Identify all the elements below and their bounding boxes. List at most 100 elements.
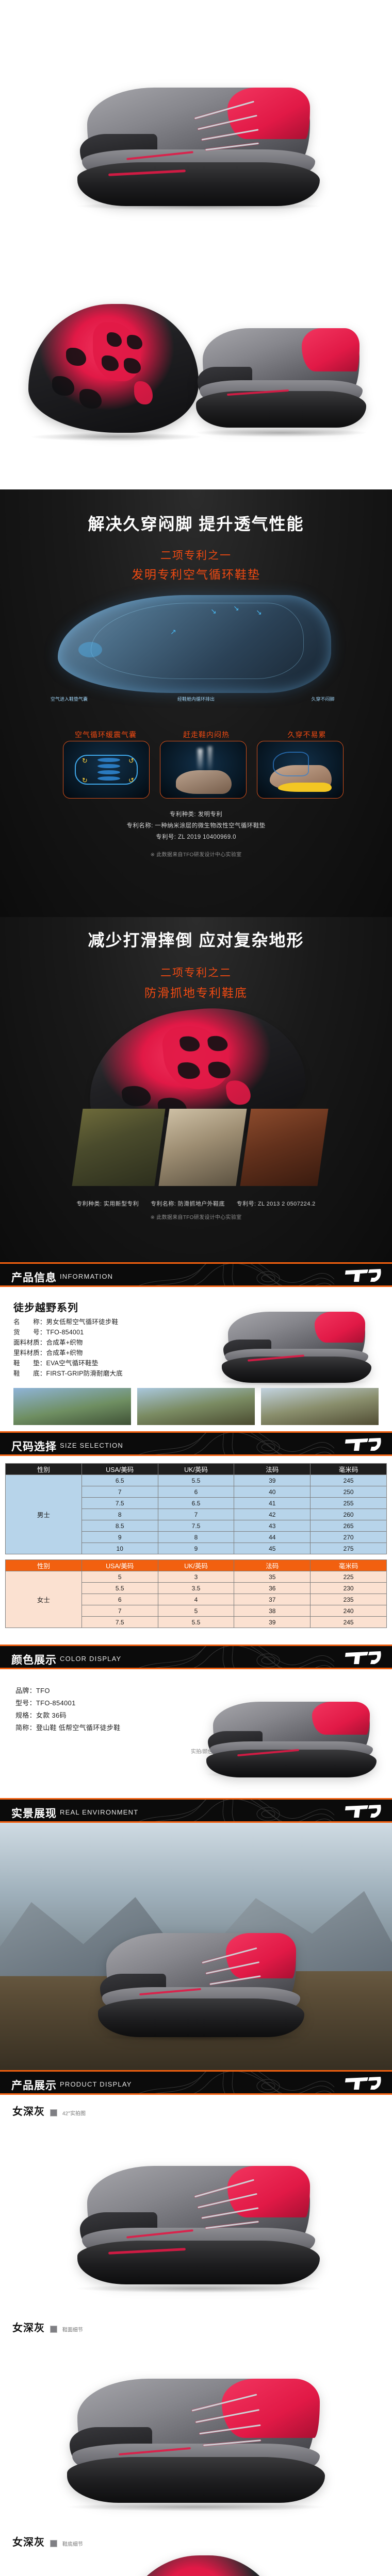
- product-display-item-1: 女深灰 42°实拍图: [0, 2095, 392, 2311]
- contour-decoration-icon: [139, 1646, 335, 1668]
- swatch-name: 女深灰: [12, 2537, 45, 2548]
- cell-fr: 45: [234, 1543, 311, 1554]
- info-label: 里料材质：: [13, 1349, 46, 1357]
- cell-uk: 4: [157, 1594, 235, 1605]
- banner-real-environment: 实景展现 REAL ENVIRONMENT: [0, 1798, 392, 1823]
- swatch-name: 女深灰: [12, 2106, 45, 2117]
- cell-mm: 260: [310, 1509, 387, 1520]
- product-display-item-3: 女深灰 鞋底细节: [0, 2528, 392, 2576]
- feature-thumb-comfort: [257, 741, 344, 799]
- gender-cell: 男士: [5, 1475, 82, 1554]
- size-table-men: 性别 USA/美码 UK/英码 法码 毫米码 男士 6.5 5.5 39 245…: [5, 1463, 387, 1554]
- table-row: 7.5 5.5 39 245: [6, 1616, 387, 1628]
- environment-scene: [0, 1823, 392, 2070]
- table-row: 7.5 6.5 41 255: [6, 1497, 387, 1509]
- info-value: TFO-854001: [46, 1329, 84, 1336]
- cell-mm: 240: [310, 1605, 387, 1617]
- terrain-mud: [240, 1109, 329, 1186]
- banner-information-title-en: INFORMATION: [60, 1273, 113, 1280]
- feature-label-2: 赶走鞋内闷热: [183, 731, 230, 739]
- info-row: 鞋 底：FIRST-GRIP防滑耐磨大底: [13, 1368, 189, 1379]
- color-row: 品牌：TFO: [15, 1685, 222, 1697]
- size-table-women: 性别 USA/美码 UK/英码 法码 毫米码 女士 5 3 35 225 5.5: [5, 1560, 387, 1628]
- feature2-source-note: ※ 此数据来自TFO研发设计中心实验室: [150, 1215, 242, 1221]
- color-value: TFO: [36, 1687, 50, 1694]
- shoe-outsole-image: [28, 304, 199, 433]
- banner-environment-title-cn: 实景展现: [11, 1808, 57, 1820]
- hero-photo-2: [0, 242, 392, 489]
- cell-usa: 7: [81, 1605, 158, 1617]
- cell-mm: 230: [310, 1582, 387, 1594]
- terrain-rock: [72, 1109, 166, 1186]
- info-label: 面料材质：: [13, 1339, 46, 1346]
- contour-decoration-icon: [139, 1433, 335, 1454]
- information-rows: 名 称：男女低帮空气循环徒步鞋 货 号：TFO-854001 面料材质：合成革+…: [13, 1317, 189, 1379]
- tfo-logo-icon: [345, 2077, 381, 2090]
- cell-uk: 6.5: [157, 1497, 235, 1509]
- color-chip: [50, 2539, 58, 2547]
- feature1-source-note: ※ 此数据来自TFO研发设计中心实验室: [150, 852, 242, 858]
- cell-mm: 245: [310, 1616, 387, 1628]
- banner-product-title-cn: 产品展示: [11, 2080, 57, 2092]
- contour-decoration-icon: [139, 1800, 335, 1821]
- feature1-headline: 解决久穿闷脚 提升透气性能: [88, 515, 304, 533]
- feature1-patent-name: 发明专利空气循环鞋垫: [132, 568, 260, 581]
- col-fr: 法码: [234, 1560, 311, 1571]
- feature2-patent-type: 专利种类: 实用新型专利: [76, 1201, 139, 1207]
- cell-fr: 40: [234, 1486, 311, 1498]
- scene-photo-1: [13, 1388, 131, 1425]
- table-row: 8 7 42 260: [6, 1509, 387, 1520]
- table-row: 女士 5 3 35 225: [5, 1571, 387, 1628]
- feature1-patent-no: 专利号: ZL 2019 10400969.0: [156, 834, 236, 840]
- cell-usa: 5: [81, 1571, 158, 1583]
- info-value: 男女低帮空气循环徒步鞋: [46, 1318, 119, 1326]
- color-chip: [50, 2109, 58, 2116]
- contour-decoration-icon: [139, 2072, 335, 2093]
- col-mm: 毫米码: [310, 1560, 387, 1571]
- cell-mm: 235: [310, 1594, 387, 1605]
- cell-usa: 6: [81, 1594, 158, 1605]
- col-uk: UK/英码: [157, 1560, 235, 1571]
- banner-size-selection: 尺码选择 SIZE SELECTION: [0, 1431, 392, 1456]
- table-row: 8.5 7.5 43 265: [6, 1520, 387, 1532]
- cell-uk: 7: [157, 1509, 235, 1520]
- product-shoe-image-2: [67, 2368, 325, 2503]
- product-outsole-image: [119, 2555, 284, 2576]
- gender-cell: 女士: [5, 1571, 82, 1628]
- insole-caption-1: 空气进入鞋垫气囊: [50, 697, 88, 702]
- banner-product-display: 产品展示 PRODUCT DISPLAY: [0, 2070, 392, 2095]
- cell-fr: 44: [234, 1531, 311, 1543]
- scene-photo-2: [137, 1388, 255, 1425]
- feature-label-1: 空气循环缓震气囊: [75, 731, 137, 739]
- info-value: 合成革+织物: [46, 1349, 83, 1357]
- banner-size-title-cn: 尺码选择: [11, 1441, 57, 1453]
- info-row: 面料材质：合成革+织物: [13, 1337, 189, 1348]
- hero-photo-1: [0, 0, 392, 242]
- shoe-image-side: [77, 77, 320, 206]
- banner-information-title-cn: 产品信息: [11, 1272, 57, 1284]
- info-row: 鞋 垫：EVA空气循环鞋垫: [13, 1358, 189, 1368]
- cell-uk: 7.5: [157, 1520, 235, 1532]
- cell-mm: 250: [310, 1486, 387, 1498]
- swatch-name: 女深灰: [12, 2323, 45, 2334]
- cell-usa: 8: [81, 1509, 158, 1520]
- info-label: 货 号：: [13, 1329, 46, 1336]
- cell-mm: 275: [310, 1543, 387, 1554]
- terrain-sand: [158, 1109, 247, 1186]
- cell-usa: 10: [81, 1543, 158, 1554]
- color-value: 登山鞋 低帮空气循环徒步鞋: [36, 1724, 121, 1732]
- cell-mm: 270: [310, 1531, 387, 1543]
- info-row: 货 号：TFO-854001: [13, 1327, 189, 1337]
- cell-fr: 39: [234, 1616, 311, 1628]
- color-row: 简称：登山鞋 低帮空气循环徒步鞋: [15, 1722, 222, 1734]
- cell-usa: 7.5: [81, 1616, 158, 1628]
- table-row: 5.5 3.5 36 230: [6, 1582, 387, 1594]
- airflow-arrow-icon: ↘: [233, 604, 239, 612]
- cell-mm: 245: [310, 1475, 387, 1486]
- banner-size-title-en: SIZE SELECTION: [60, 1442, 123, 1449]
- size-tables: 性别 USA/美码 UK/英码 法码 毫米码 男士 6.5 5.5 39 245…: [0, 1456, 392, 1645]
- banner-environment-title-en: REAL ENVIRONMENT: [60, 1808, 139, 1816]
- cell-mm: 225: [310, 1571, 387, 1583]
- cell-usa: 8.5: [81, 1520, 158, 1532]
